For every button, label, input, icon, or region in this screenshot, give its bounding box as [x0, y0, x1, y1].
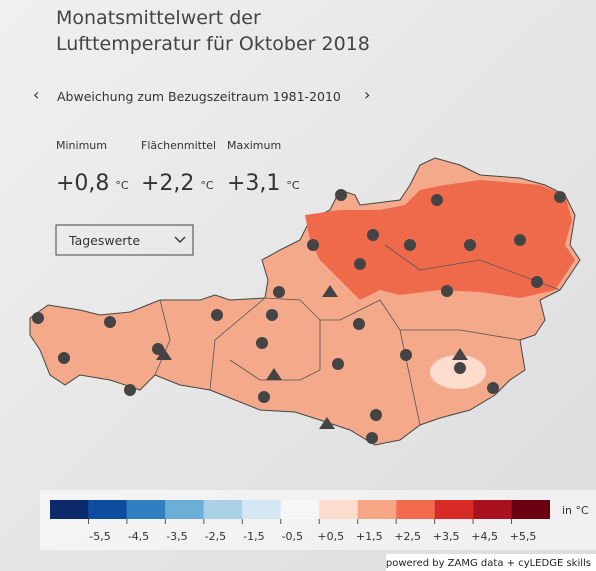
prev-arrow[interactable]: ‹ — [33, 85, 39, 104]
stat-unit: °C — [200, 179, 214, 192]
legend-swatch — [473, 500, 512, 519]
legend-swatch — [203, 500, 243, 519]
legend-label: +0,5 — [317, 530, 344, 543]
stats: Minimum +0,8 °C Flächenmittel +2,2 °C Maximum +… — [56, 139, 300, 196]
legend-label: +2,5 — [394, 530, 421, 543]
stat-unit: °C — [115, 179, 129, 192]
legend-swatch — [165, 500, 204, 519]
credit-box — [386, 554, 596, 571]
stat-value: +3,1 — [227, 171, 280, 196]
dropdown[interactable] — [55, 224, 194, 256]
legend-label: -5,5 — [89, 530, 110, 543]
legend-swatch — [88, 500, 127, 519]
title-line: Lufttemperatur für Oktober 2018 — [56, 33, 370, 55]
stat-label: Maximum — [227, 139, 281, 152]
legend: -5,5 -4,5 -3,5 -2,5 -1,5 -0,5 +0,5 +1,5 +2,5 +3,5… — [50, 500, 589, 543]
credit: powered by ZAMG data + cyLEDGE skills — [386, 558, 591, 569]
title-line: Monatsmittelwert der — [56, 7, 261, 29]
stat-value: +0,8 — [56, 171, 109, 196]
legend-label: +1,5 — [356, 530, 383, 543]
legend-swatch — [434, 500, 474, 519]
next-arrow[interactable]: › — [364, 85, 370, 104]
legend-label: -0,5 — [282, 530, 303, 543]
legend-swatch — [126, 500, 166, 519]
dropdown-arrow — [174, 236, 186, 243]
dropdown-label: Tageswerte — [68, 233, 140, 248]
subtitle: Abweichung zum Bezugszeitraum 1981-2010 — [57, 89, 341, 104]
legend-label: -1,5 — [243, 530, 264, 543]
legend-swatch — [396, 500, 435, 519]
stat-label: Flächenmittel — [141, 139, 216, 152]
legend-swatch — [242, 500, 281, 519]
legend-unit: in °C — [562, 504, 589, 517]
legend-label: +4,5 — [471, 530, 498, 543]
stat-label: Minimum — [56, 139, 107, 152]
legend-label: +5,5 — [510, 530, 537, 543]
stations — [32, 189, 566, 444]
legend-swatch — [511, 500, 550, 519]
stat-value: +2,2 — [141, 171, 194, 196]
legend-swatch — [357, 500, 397, 519]
legend-swatch — [319, 500, 358, 519]
legend-label: -2,5 — [205, 530, 226, 543]
legend-swatch — [280, 500, 320, 519]
legend-label: -4,5 — [128, 530, 149, 543]
legend-label: +3,5 — [433, 530, 460, 543]
legend-swatch — [50, 500, 89, 519]
legend-label: -3,5 — [166, 530, 187, 543]
stat-unit: °C — [286, 179, 300, 192]
state-borders — [154, 244, 561, 426]
